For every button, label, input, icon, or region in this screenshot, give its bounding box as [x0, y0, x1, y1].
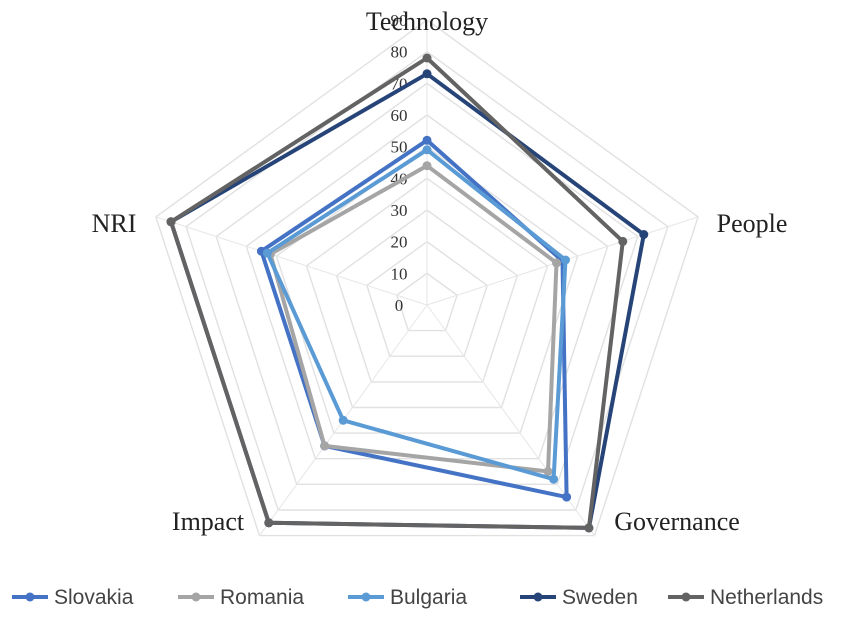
data-point: [543, 467, 553, 476]
data-point: [584, 523, 594, 533]
data-point: [320, 441, 330, 451]
legend-item-bulgaria: Bulgaria: [348, 586, 467, 609]
legend-item-netherlands: Netherlands: [668, 586, 823, 609]
axis-label-governance: Governance: [614, 507, 740, 536]
axis-label-impact: Impact: [172, 507, 245, 536]
legend-label: Romania: [220, 586, 304, 609]
series-line: [169, 56, 625, 530]
legend-item-romania: Romania: [178, 586, 304, 609]
series-slovakia: [256, 135, 572, 502]
data-point: [552, 258, 561, 268]
tick-label: 30: [391, 201, 408, 220]
data-point: [639, 230, 649, 239]
grid-ring: [185, 50, 669, 511]
legend-item-slovakia: Slovakia: [12, 586, 134, 609]
legend-label: Netherlands: [710, 586, 823, 609]
axis-spoke: [426, 304, 595, 536]
axis-label-technology: Technology: [366, 7, 488, 36]
data-point: [264, 518, 274, 528]
data-point: [618, 236, 628, 246]
data-point: [422, 53, 432, 63]
axis-label-nri: NRI: [92, 209, 137, 238]
data-point: [561, 255, 570, 265]
grid-ring: [335, 209, 519, 383]
tick-label: 50: [391, 138, 408, 157]
series-line: [259, 138, 569, 500]
tick-label: 60: [391, 106, 408, 125]
series-bulgaria: [262, 145, 570, 484]
grid-ring: [365, 240, 489, 357]
legend-marker: [681, 592, 691, 602]
series-group: [166, 53, 649, 533]
axis-labels: Technology People Governance Impact NRI: [92, 7, 788, 536]
legend-label: Slovakia: [54, 586, 134, 609]
data-point: [338, 415, 348, 425]
grid-ring: [396, 272, 458, 332]
data-point: [422, 69, 432, 79]
legend-label: Sweden: [562, 586, 638, 609]
data-point: [422, 135, 432, 145]
series-netherlands: [166, 53, 628, 533]
legend-marker: [191, 592, 201, 602]
data-point: [422, 161, 432, 171]
axis-label-people: People: [717, 209, 788, 238]
tick-label: 90: [391, 11, 408, 30]
grid-ring: [215, 82, 639, 485]
legend-marker: [361, 592, 371, 602]
data-point: [549, 474, 559, 484]
data-point: [262, 248, 272, 258]
data-point: [166, 217, 176, 227]
series-romania: [265, 161, 561, 476]
legend: Slovakia Romania Bulgaria Sweden Netherlands: [12, 586, 823, 609]
tick-label: 10: [391, 264, 408, 283]
grid-ring: [155, 19, 699, 537]
legend-item-sweden: Sweden: [520, 586, 638, 609]
grid-ring: [305, 177, 549, 409]
axis-spoke: [155, 216, 428, 306]
tick-label: 0: [395, 296, 404, 315]
legend-label: Bulgaria: [390, 586, 467, 609]
tick-label: 80: [391, 43, 408, 62]
series-line: [268, 163, 559, 474]
legend-marker: [533, 592, 543, 602]
data-point: [562, 492, 572, 502]
series-line: [265, 147, 568, 482]
legend-marker: [25, 592, 35, 602]
tick-label: 20: [391, 233, 408, 252]
data-point: [422, 145, 432, 155]
